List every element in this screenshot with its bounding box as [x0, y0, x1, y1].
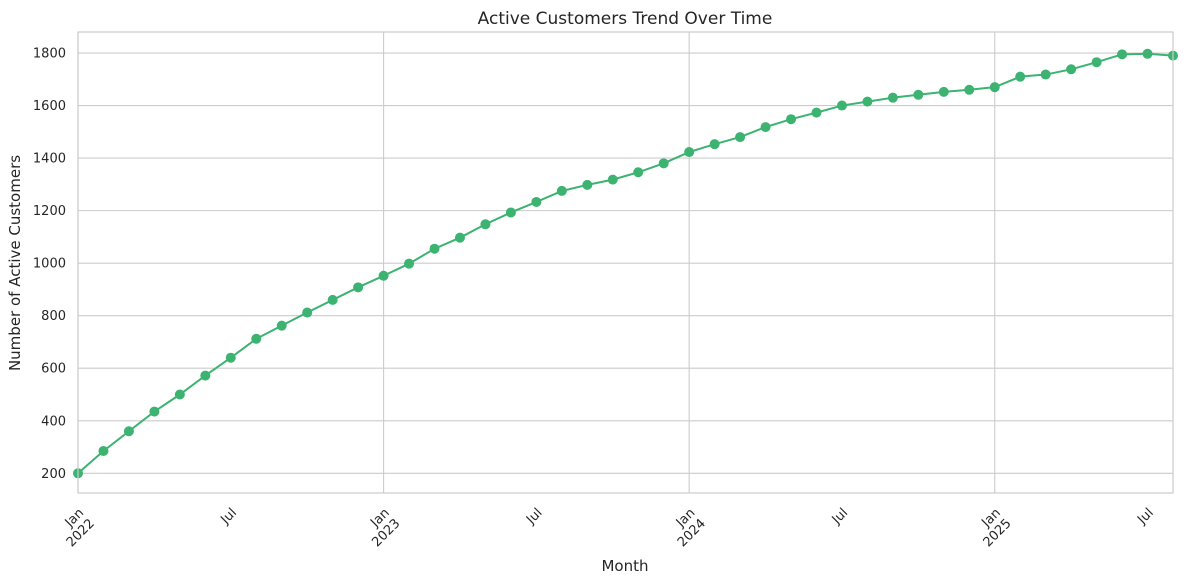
data-point	[709, 139, 720, 150]
y-tick-label: 1800	[33, 47, 66, 62]
x-tick: Jul	[218, 506, 240, 528]
y-tick-label: 1600	[33, 99, 66, 114]
x-tick-label: Jul	[523, 506, 545, 528]
data-point	[1117, 49, 1128, 60]
data-point	[200, 370, 211, 381]
series	[73, 48, 1178, 479]
data-point	[378, 270, 389, 281]
y-tick-label: 1200	[33, 204, 66, 219]
x-tick: Jul	[523, 506, 545, 528]
data-point	[531, 196, 542, 207]
y-tick-label: 800	[41, 309, 66, 324]
data-point	[989, 82, 1000, 93]
data-point	[862, 96, 873, 107]
data-point	[327, 294, 338, 305]
data-point	[1066, 64, 1077, 75]
x-tick-label: Jul	[1134, 506, 1156, 528]
data-point	[251, 333, 262, 344]
data-point	[1142, 48, 1153, 59]
data-point	[302, 307, 313, 318]
y-tick-label: 1000	[33, 257, 66, 272]
data-point	[353, 282, 364, 293]
data-point	[811, 107, 822, 118]
data-point	[149, 406, 160, 417]
data-point	[938, 86, 949, 97]
data-point	[454, 232, 465, 243]
grid-lines	[77, 32, 1173, 493]
data-point	[633, 167, 644, 178]
x-tick: Jul	[829, 506, 851, 528]
data-point	[123, 426, 134, 437]
y-tick-label: 1400	[33, 152, 66, 167]
plot-frame	[77, 31, 1174, 494]
data-point	[174, 389, 185, 400]
data-point	[1091, 57, 1102, 68]
data-point	[480, 219, 491, 230]
data-point	[964, 84, 975, 95]
data-point	[582, 179, 593, 190]
data-point	[760, 122, 771, 133]
data-point	[913, 89, 924, 100]
y-axis-label: Number of Active Customers	[6, 155, 24, 371]
data-point	[836, 100, 847, 111]
data-point	[684, 147, 695, 158]
data-point	[786, 114, 797, 125]
chart-title: Active Customers Trend Over Time	[478, 9, 773, 29]
x-tick-label: Jul	[829, 506, 851, 528]
x-axis-label: Month	[601, 557, 648, 575]
data-point	[607, 174, 618, 185]
data-point	[429, 243, 440, 254]
data-point	[1040, 69, 1051, 80]
data-point	[505, 207, 516, 218]
x-tick: Jul	[1134, 506, 1156, 528]
y-axis-ticks: 200 400 600 800 1000 1200 1400 1600 1800	[33, 47, 66, 482]
data-point	[98, 445, 109, 456]
data-point	[556, 185, 567, 196]
data-point	[1015, 71, 1026, 82]
data-point	[276, 320, 287, 331]
data-point	[404, 258, 415, 269]
y-tick-label: 600	[41, 362, 66, 377]
y-tick-label: 200	[41, 467, 66, 482]
x-tick-label: Jul	[218, 506, 240, 528]
data-point	[225, 352, 236, 363]
y-tick-label: 400	[41, 414, 66, 429]
data-point	[735, 132, 746, 143]
data-point	[658, 158, 669, 169]
data-point	[887, 92, 898, 103]
